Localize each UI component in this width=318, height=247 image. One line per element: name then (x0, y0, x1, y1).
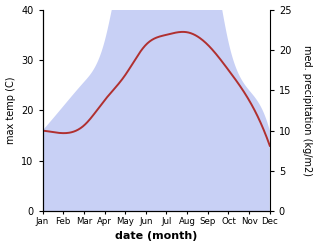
Y-axis label: med. precipitation (kg/m2): med. precipitation (kg/m2) (302, 45, 313, 176)
Y-axis label: max temp (C): max temp (C) (5, 77, 16, 144)
X-axis label: date (month): date (month) (115, 231, 197, 242)
